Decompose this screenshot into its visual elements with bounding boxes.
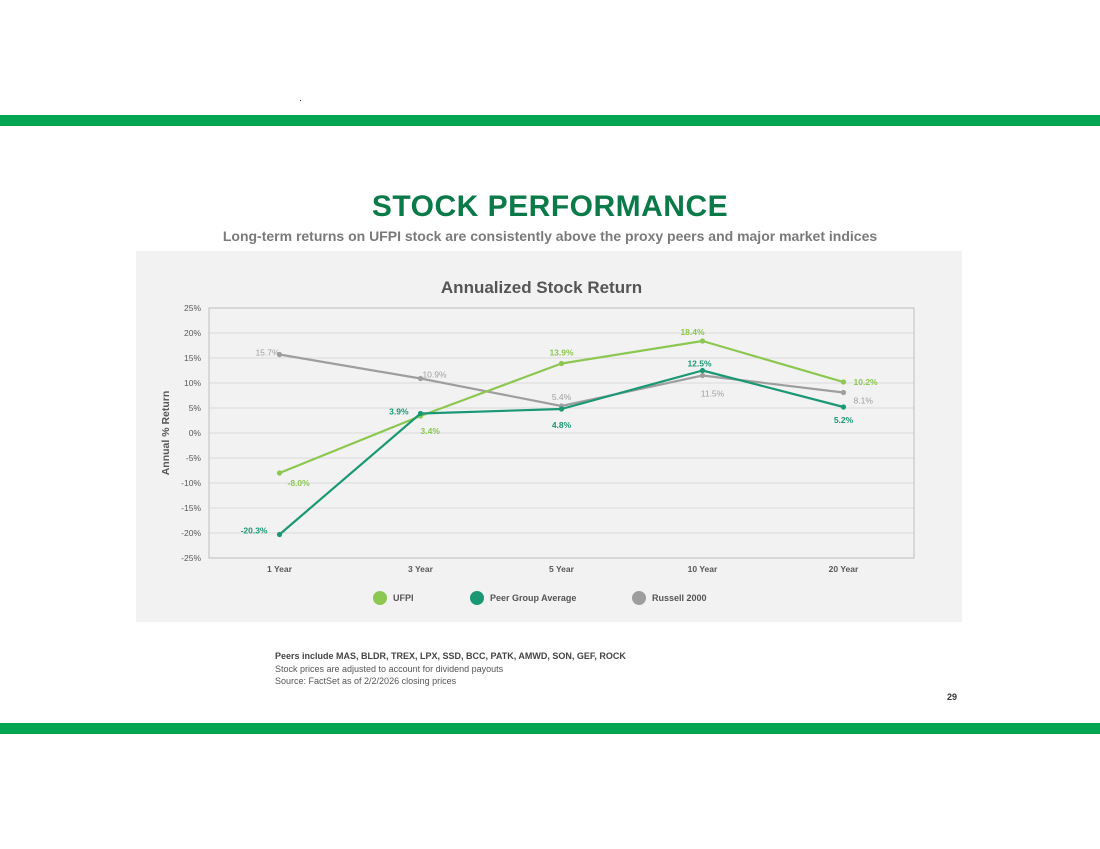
legend-label: Peer Group Average — [490, 593, 576, 603]
data-label: 12.5% — [687, 359, 712, 369]
data-label: 11.5% — [701, 389, 725, 399]
page-number: 29 — [947, 692, 958, 702]
data-point — [840, 404, 847, 410]
y-tick-label: -5% — [186, 453, 202, 463]
bottom-accent-bar — [0, 723, 1100, 734]
legend-label: UFPI — [393, 593, 414, 603]
y-axis-label: Annual % Return — [160, 391, 172, 476]
data-label: 10.9% — [422, 370, 447, 380]
source-note: Source: FactSet as of 2/2/2026 closing p… — [275, 676, 457, 686]
data-label: 18.4% — [680, 327, 705, 337]
chart-panel — [136, 251, 962, 622]
data-point — [840, 379, 847, 385]
data-point — [417, 410, 424, 417]
data-point — [699, 372, 706, 379]
data-label: -20.3% — [241, 526, 268, 536]
footnotes: Peers include MAS, BLDR, TREX, LPX, SSD,… — [275, 650, 626, 688]
data-label: 5.4% — [552, 392, 572, 402]
y-tick-label: 15% — [184, 353, 201, 363]
data-point — [417, 375, 424, 382]
data-label: 10.2% — [854, 377, 879, 387]
data-point — [840, 389, 847, 396]
y-tick-label: 5% — [189, 403, 202, 413]
data-point — [699, 367, 706, 374]
x-tick-label: 5 Year — [549, 564, 575, 574]
data-point — [276, 531, 283, 538]
peers-note: Peers include MAS, BLDR, TREX, LPX, SSD,… — [275, 651, 626, 661]
legend-swatch — [470, 591, 484, 605]
y-tick-label: 0% — [189, 428, 202, 438]
y-tick-label: -15% — [181, 503, 201, 513]
x-tick-label: 20 Year — [829, 564, 859, 574]
y-tick-label: -25% — [181, 553, 201, 563]
data-point — [558, 406, 565, 412]
legend-swatch — [632, 591, 646, 605]
data-label: 3.9% — [389, 407, 409, 417]
data-point — [699, 338, 706, 344]
y-tick-label: 25% — [184, 303, 201, 313]
dividend-note: Stock prices are adjusted to account for… — [275, 663, 504, 674]
data-label: 13.9% — [549, 348, 574, 358]
legend-label: Russell 2000 — [652, 593, 707, 603]
data-point — [558, 360, 565, 367]
data-point — [276, 351, 283, 358]
y-tick-label: 20% — [184, 328, 201, 338]
y-tick-label: 10% — [184, 378, 201, 388]
x-tick-label: 10 Year — [688, 564, 718, 574]
legend-swatch — [373, 591, 387, 605]
page-title: STOCK PERFORMANCE — [371, 190, 729, 223]
data-label: 4.8% — [552, 420, 572, 430]
top-accent-bar — [0, 115, 1100, 126]
plot-area-border — [208, 307, 915, 559]
line-chart: Annualized Stock Return 25% 20% 15% 10% 5% 0% -… — [160, 278, 915, 605]
data-label: -8.0% — [288, 478, 311, 488]
stray-dot — [300, 100, 301, 101]
x-tick-label: 3 Year — [408, 564, 434, 574]
page-subtitle: Long-term returns on UFPI stock are cons… — [222, 228, 878, 244]
data-label: 15.7% — [255, 348, 280, 358]
data-point — [276, 470, 283, 476]
x-tick-label: 1 Year — [267, 564, 293, 574]
y-tick-label: -10% — [181, 478, 201, 488]
chart-title: Annualized Stock Return — [441, 278, 642, 297]
y-tick-label: -20% — [181, 528, 201, 538]
data-label: 3.4% — [421, 426, 441, 436]
data-label: 5.2% — [834, 415, 854, 425]
data-label: 8.1% — [854, 396, 874, 406]
